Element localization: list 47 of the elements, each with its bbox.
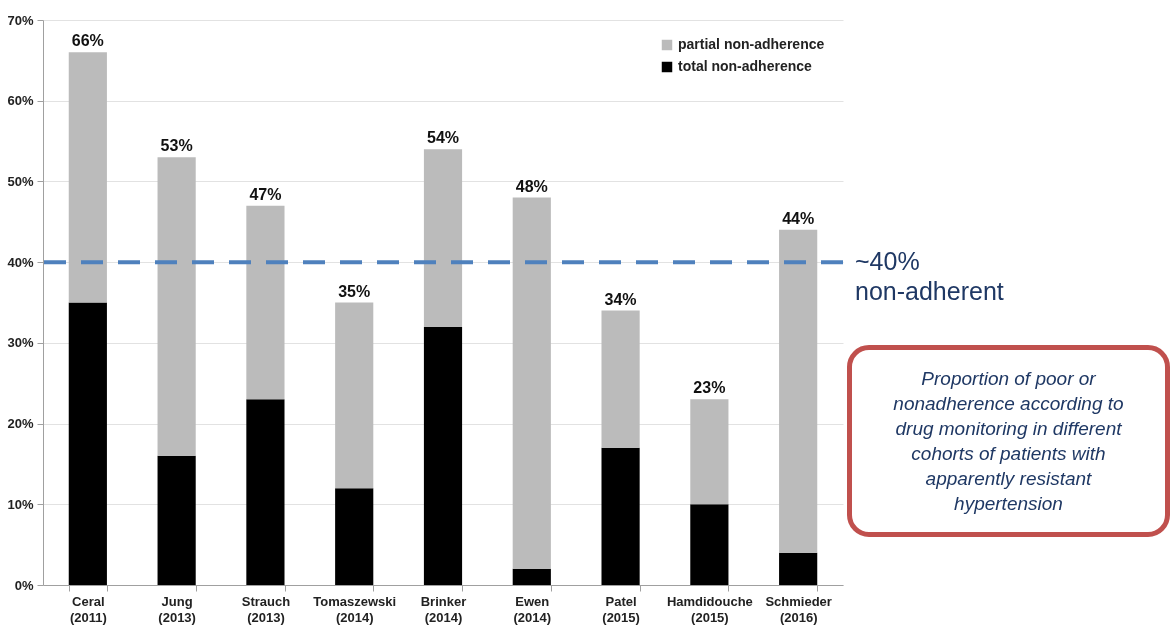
y-tick-label: 20% xyxy=(7,416,34,432)
x-tick-label: Strauch (2013) xyxy=(241,593,291,625)
x-tick-label: Hamdidouche (2015) xyxy=(666,593,753,625)
bar xyxy=(779,229,818,553)
y-tick-label: 10% xyxy=(7,496,34,512)
y-tick-label: 30% xyxy=(7,335,34,351)
x-tick-label: Schmieder (2016) xyxy=(765,593,832,625)
bar xyxy=(690,504,729,585)
total-label: 54% xyxy=(426,129,460,147)
total-label: 48% xyxy=(515,177,548,195)
x-tick-label: Jung (2013) xyxy=(158,593,196,625)
bar xyxy=(68,52,107,303)
x-tick-label: Patel (2015) xyxy=(602,593,640,625)
y-tick-label: 70% xyxy=(7,12,34,28)
total-label: 35% xyxy=(338,282,371,300)
y-tick-label: 60% xyxy=(7,93,34,109)
bar xyxy=(157,157,196,456)
bar xyxy=(423,149,463,327)
bar xyxy=(601,447,640,585)
bar xyxy=(335,488,374,585)
legend-label: partial non-adherence xyxy=(678,36,825,52)
total-label: 47% xyxy=(249,185,282,203)
bar xyxy=(246,205,285,400)
total-label: 53% xyxy=(160,137,193,155)
bar xyxy=(601,310,640,448)
bar xyxy=(423,326,463,585)
bar xyxy=(690,399,729,505)
total-label: 34% xyxy=(604,290,637,308)
y-tick-label: 40% xyxy=(7,254,34,270)
bar xyxy=(68,302,107,585)
legend-label: total non-adherence xyxy=(678,58,813,74)
bar xyxy=(512,197,551,569)
bar xyxy=(512,568,551,585)
ref-line-label: ~40% non-adherent xyxy=(855,247,1004,306)
x-tick-label: Ceral (2011) xyxy=(69,593,107,625)
bar xyxy=(779,552,818,585)
total-label: 23% xyxy=(693,379,726,397)
y-tick-label: 0% xyxy=(14,577,34,593)
y-tick-label: 50% xyxy=(7,173,34,189)
x-tick-label: Brinker (2014) xyxy=(420,593,467,625)
bar xyxy=(335,302,374,489)
x-tick-label: Ewen (2014) xyxy=(513,593,552,625)
total-label: 44% xyxy=(782,209,815,227)
bar xyxy=(246,399,285,585)
total-label: 66% xyxy=(71,32,104,50)
x-tick-label: Tomaszewski (2014) xyxy=(313,593,397,625)
bar xyxy=(157,455,196,585)
